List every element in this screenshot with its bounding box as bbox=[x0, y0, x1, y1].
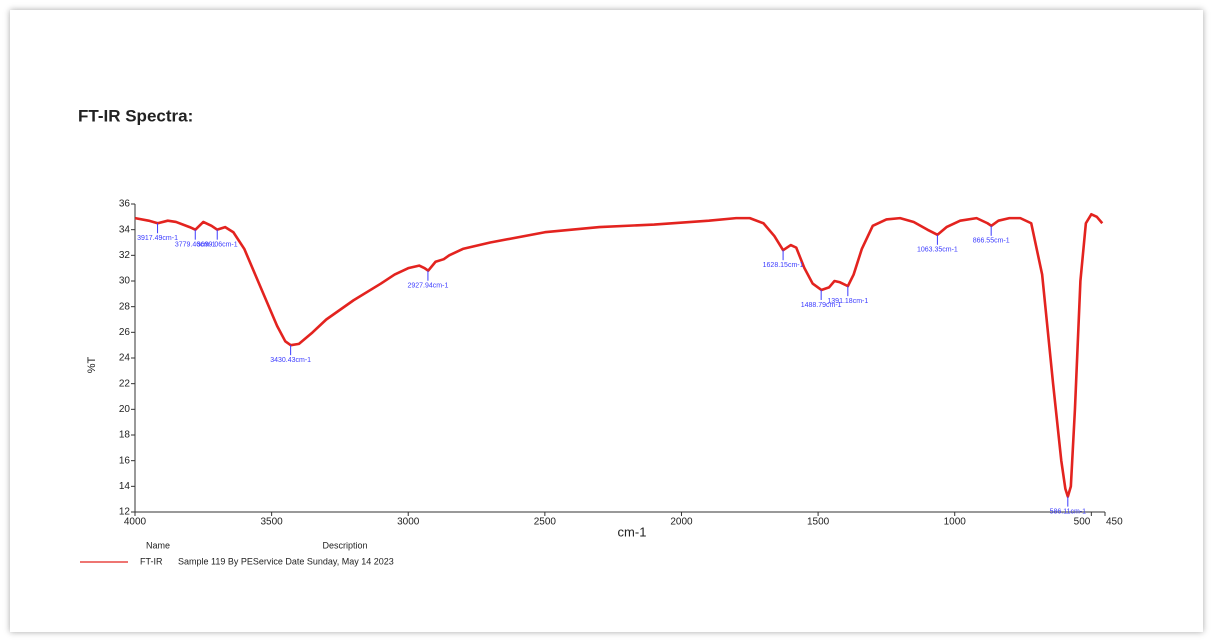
peak-label: 3699.06cm-1 bbox=[197, 242, 238, 249]
x-tick-label: 500 bbox=[1074, 517, 1091, 528]
peak-label: 1391.18cm-1 bbox=[827, 298, 868, 305]
y-tick-label: 32 bbox=[119, 250, 131, 261]
y-tick-label: 12 bbox=[119, 507, 131, 518]
x-tick-label: 3500 bbox=[260, 517, 283, 528]
y-tick-label: 18 bbox=[119, 430, 131, 441]
y-tick-label: 16 bbox=[119, 455, 131, 466]
page-heading: FT-IR Spectra: bbox=[78, 106, 193, 125]
legend-label: FT-IR bbox=[140, 556, 163, 566]
peak-label: 1063.35cm-1 bbox=[917, 247, 958, 254]
y-tick-label: 34 bbox=[119, 224, 131, 235]
y-tick-label: 24 bbox=[119, 353, 131, 364]
spectrum-line bbox=[134, 212, 1104, 498]
x-axis-label: cm-1 bbox=[618, 524, 647, 539]
x-tick-label: 2000 bbox=[670, 517, 693, 528]
peak-label: 1628.15cm-1 bbox=[763, 262, 804, 269]
legend-description: Sample 119 By PEService Date Sunday, May… bbox=[178, 556, 394, 566]
x-tick-label: 3000 bbox=[397, 517, 420, 528]
x-tick-label: 450 bbox=[1106, 517, 1123, 528]
document-card bbox=[10, 10, 1203, 632]
peak-label: 866.55cm-1 bbox=[973, 238, 1010, 245]
peak-label: 2927.94cm-1 bbox=[407, 283, 448, 290]
y-tick-label: 36 bbox=[119, 199, 131, 210]
peak-label: 586.11cm-1 bbox=[1050, 508, 1087, 515]
y-tick-label: 20 bbox=[119, 404, 131, 415]
x-tick-label: 4000 bbox=[124, 517, 147, 528]
x-tick-label: 1000 bbox=[944, 517, 967, 528]
peak-label: 3430.43cm-1 bbox=[270, 357, 311, 364]
y-tick-label: 30 bbox=[119, 276, 131, 287]
peak-label: 3917.49cm-1 bbox=[137, 235, 178, 242]
x-tick-label: 1500 bbox=[807, 517, 830, 528]
legend-header: Name bbox=[146, 540, 170, 550]
y-tick-label: 26 bbox=[119, 327, 131, 338]
y-tick-label: 28 bbox=[119, 301, 131, 312]
y-tick-label: 22 bbox=[119, 378, 131, 389]
legend-header: Description bbox=[322, 540, 367, 550]
y-tick-label: 14 bbox=[119, 481, 131, 492]
peak-label: 1488.79cm-1 bbox=[801, 302, 842, 309]
x-tick-label: 2500 bbox=[534, 517, 557, 528]
peak-label: 3779.46cm-1 bbox=[175, 242, 216, 249]
y-axis-label: %T bbox=[86, 356, 98, 373]
